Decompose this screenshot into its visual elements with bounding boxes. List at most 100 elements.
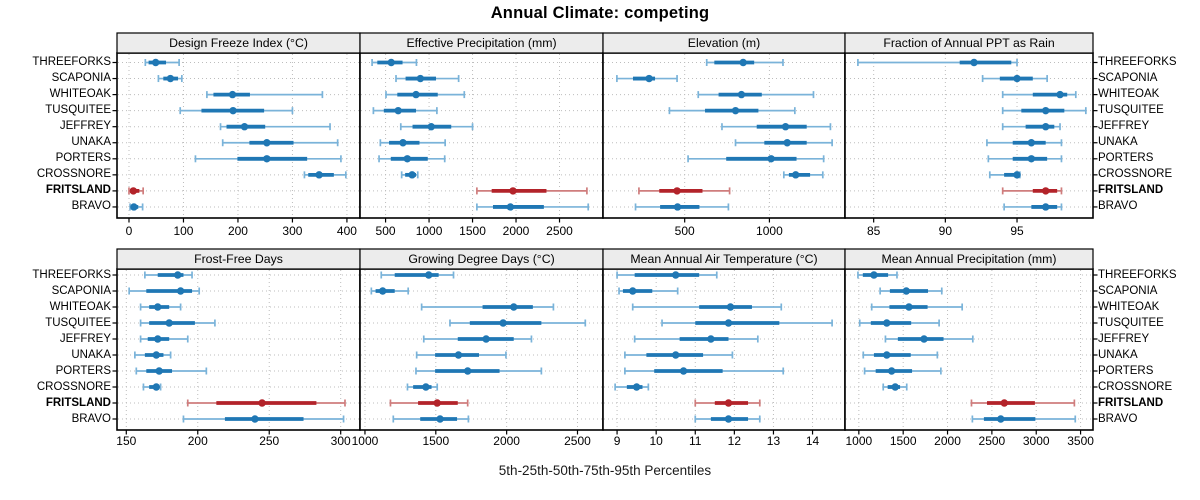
x-tick-label: 14 [805,434,820,448]
site-label-left: JEFFREY [59,332,111,345]
median-dot [229,106,237,115]
x-tick-label: 2000 [493,434,520,448]
median-dot [673,203,682,211]
site-label-left: THREEFORKS [32,268,111,281]
median-dot [783,139,791,147]
x-tick-label: 2500 [564,434,591,448]
site-label-left: FRITSLAND [45,184,111,197]
x-tick-label: 90 [938,224,953,238]
site-label-left: SCAPONIA [51,72,111,85]
site-label-right: WHITEOAK [1098,300,1160,313]
median-dot [883,351,891,359]
x-tick-label: 3500 [1067,434,1094,448]
median-dot [726,303,735,311]
site-label-right: THREEFORKS [1098,56,1177,68]
median-dot [997,415,1005,423]
x-tick-label: 2500 [546,224,573,238]
site-label-right: FRITSLAND [1098,396,1164,409]
site-label-left: THREEFORKS [32,56,111,68]
x-tick-label: 0 [125,224,133,238]
strip-label: Design Freeze Index (°C) [169,36,308,50]
x-tick-label: 95 [1010,224,1024,238]
x-tick-label: 2000 [934,434,961,448]
median-dot [1027,139,1036,147]
x-tick-label: 250 [259,434,280,448]
panel-background [117,53,360,218]
median-dot [737,90,746,99]
median-dot [731,106,740,115]
site-label-right: JEFFREY [1098,332,1150,345]
median-dot [1013,74,1021,83]
site-label-left: TUSQUITEE [45,104,111,117]
x-tick-label: 300 [282,224,303,238]
median-dot [883,319,891,327]
median-dot [412,90,420,99]
strip-label: Growing Degree Days (°C) [408,252,555,266]
median-dot [1056,90,1064,99]
page-title: Annual Climate: competing [490,4,710,22]
median-dot [258,399,266,407]
strip-header [844,248,1094,270]
site-label-right: SCAPONIA [1098,284,1158,297]
site-label-left: UNAKA [71,348,111,361]
x-tick-label: 2000 [502,224,530,238]
site-label-left: UNAKA [71,136,111,149]
median-dot [724,415,733,423]
median-dot [416,74,425,83]
median-dot [891,383,899,391]
median-dot [1041,203,1050,211]
site-label-left: SCAPONIA [51,284,111,297]
x-tick-label: 1000 [351,434,379,448]
median-dot [394,106,402,115]
median-dot [887,367,896,375]
x-tick-label: 200 [227,224,248,238]
site-label-left: PORTERS [55,364,111,377]
site-label-right: SCAPONIA [1098,72,1158,85]
strip-label: Elevation (m) [687,36,761,50]
site-label-right: UNAKA [1098,348,1138,361]
strip-label: Frost-Free Days [194,252,283,266]
x-tick-label: 400 [336,224,357,238]
median-dot [506,203,515,211]
site-label-right: THREEFORKS [1098,268,1177,281]
site-label-left: BRAVO [71,412,111,425]
median-dot [767,155,775,163]
median-dot [739,58,747,67]
x-tick-label: 300 [330,434,351,448]
median-dot [154,303,162,311]
site-label-right: FRITSLAND [1098,184,1164,197]
site-label-left: WHITEOAK [49,300,111,313]
site-label-right: JEFFREY [1098,120,1150,133]
x-tick-label: 1000 [845,434,873,448]
strip-label: Mean Annual Air Temperature (°C) [630,252,818,266]
x-tick-label: 9 [613,434,621,448]
median-dot [454,351,463,359]
panel-background [603,269,845,430]
strip-label: Mean Annual Precipitation (mm) [881,252,1057,266]
median-dot [228,90,237,99]
x-tick-label: 500 [375,224,396,238]
median-dot [970,58,978,67]
site-label-left: BRAVO [71,200,111,213]
median-dot [905,303,913,311]
median-dot [632,383,641,391]
site-label-right: CROSSNORE [1098,168,1173,181]
median-dot [920,335,928,343]
median-dot [154,335,162,343]
x-tick-label: 500 [674,224,695,238]
median-dot [1041,187,1050,195]
site-label-left: PORTERS [55,152,111,165]
strip-label: Effective Precipitation (mm) [406,36,557,50]
site-label-left: WHITEOAK [49,88,111,101]
site-label-left: TUSQUITEE [45,316,111,329]
site-label-right: TUSQUITEE [1098,104,1164,117]
x-tick-label: 11 [689,434,702,448]
x-tick-label: 1000 [415,224,443,238]
median-dot [387,58,395,67]
x-tick-label: 150 [116,434,137,448]
median-dot [427,123,435,131]
median-dot [129,187,138,195]
percentiles-caption: 5th-25th-50th-75th-95th Percentiles [498,463,712,478]
median-dot [509,187,517,195]
